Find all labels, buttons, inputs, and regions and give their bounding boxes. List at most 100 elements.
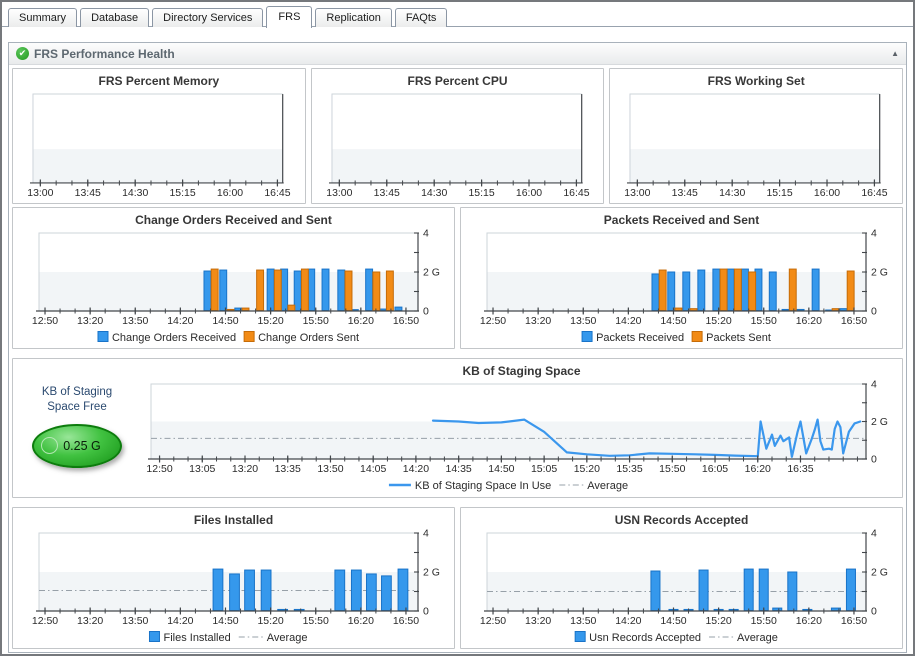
- svg-text:15:50: 15:50: [303, 315, 329, 327]
- frs-percent-memory-chart: 13:00 13:45 14:30 15:15 16:00 16:45: [27, 93, 291, 199]
- svg-text:2 G: 2 G: [871, 416, 888, 428]
- groupbox-title: FRS Performance Health: [34, 46, 175, 61]
- svg-text:13:50: 13:50: [122, 615, 148, 627]
- svg-text:4: 4: [423, 228, 429, 240]
- gauge-label-line1: KB of Staging: [41, 386, 113, 398]
- svg-text:13:00: 13:00: [326, 188, 352, 199]
- svg-text:16:35: 16:35: [787, 463, 813, 475]
- tab-frs[interactable]: FRS: [266, 6, 313, 28]
- svg-text:0: 0: [423, 306, 429, 318]
- svg-text:16:00: 16:00: [217, 188, 243, 199]
- svg-text:13:20: 13:20: [232, 463, 258, 475]
- svg-text:13:20: 13:20: [77, 315, 103, 327]
- svg-text:14:20: 14:20: [615, 315, 641, 327]
- chart-row-2: Change Orders Received and Sent 12:50 13:…: [12, 207, 903, 349]
- kb-staging-chart-column: KB of Staging Space 12:50 13:05 13:20 13:35…: [141, 359, 902, 497]
- gauge-value: 0.25 G: [63, 438, 101, 453]
- svg-text:14:30: 14:30: [421, 188, 447, 199]
- svg-text:13:20: 13:20: [525, 615, 551, 627]
- tab-summary[interactable]: Summary: [8, 8, 78, 27]
- svg-text:14:50: 14:50: [212, 615, 238, 627]
- svg-text:16:20: 16:20: [348, 315, 374, 327]
- svg-text:2 G: 2 G: [423, 267, 440, 279]
- svg-text:16:50: 16:50: [393, 315, 419, 327]
- chart-title: KB of Staging Space: [462, 364, 581, 378]
- svg-text:Change Orders Sent: Change Orders Sent: [258, 332, 359, 344]
- svg-text:Average: Average: [587, 480, 628, 492]
- chart-row-3: KB of Staging Space Free 0.25 G KB of St…: [12, 358, 903, 498]
- svg-text:12:50: 12:50: [480, 315, 506, 327]
- tab-bar: Summary Database Directory Services FRS …: [2, 2, 913, 28]
- svg-text:0: 0: [871, 606, 877, 618]
- chart-title: Files Installed: [193, 513, 274, 527]
- chart-title: FRS Working Set: [707, 74, 805, 88]
- svg-text:16:50: 16:50: [841, 615, 867, 627]
- frs-working-set-chart: 13:00 13:45 14:30 15:15 16:00 16:45: [625, 93, 888, 199]
- chart-panel-files-installed: Files Installed 12:50 13:20 13:50 14:20 14:5…: [12, 507, 455, 649]
- packets-chart: 12:50 13:20 13:50 14:20 14:50 15:20 15:50 16:20…: [480, 228, 888, 344]
- svg-text:14:20: 14:20: [615, 615, 641, 627]
- tab-database[interactable]: Database: [80, 8, 150, 27]
- health-status-icon: ✔: [16, 47, 29, 60]
- files-installed-chart: 12:50 13:20 13:50 14:20 14:50 15:20 15:50 16:20…: [32, 528, 440, 644]
- svg-text:Average: Average: [267, 632, 308, 644]
- svg-text:2 G: 2 G: [871, 267, 888, 279]
- svg-text:16:20: 16:20: [348, 615, 374, 627]
- kb-staging-space-chart: 12:50 13:05 13:20 13:35 13:50 14:05 14:20 14:35…: [146, 379, 888, 492]
- svg-text:13:20: 13:20: [525, 315, 551, 327]
- chart-panel-frs-percent-cpu: FRS Percent CPU 13:00 13:45 14:30 15:15 16:0…: [310, 68, 605, 204]
- svg-text:13:45: 13:45: [75, 188, 101, 199]
- collapse-arrow-icon[interactable]: ▲: [891, 49, 899, 58]
- svg-text:13:05: 13:05: [189, 463, 215, 475]
- svg-text:4: 4: [871, 379, 877, 391]
- gauge-ring-icon: [41, 436, 58, 454]
- svg-text:15:20: 15:20: [257, 615, 283, 627]
- svg-text:15:50: 15:50: [303, 615, 329, 627]
- frs-percent-cpu-chart: 13:00 13:45 14:30 15:15 16:00 16:45: [326, 93, 589, 199]
- svg-text:16:50: 16:50: [841, 315, 867, 327]
- svg-text:15:15: 15:15: [169, 188, 195, 199]
- tab-replication[interactable]: Replication: [315, 8, 392, 27]
- svg-text:0: 0: [871, 454, 877, 466]
- svg-text:4: 4: [423, 528, 429, 540]
- svg-text:4: 4: [871, 228, 877, 240]
- svg-text:13:50: 13:50: [317, 463, 343, 475]
- svg-text:12:50: 12:50: [32, 615, 58, 627]
- svg-text:14:50: 14:50: [660, 315, 686, 327]
- svg-text:16:45: 16:45: [264, 188, 290, 199]
- svg-text:0: 0: [871, 306, 877, 318]
- svg-text:14:05: 14:05: [360, 463, 386, 475]
- svg-text:Packets Sent: Packets Sent: [706, 332, 771, 344]
- svg-text:0: 0: [423, 606, 429, 618]
- svg-text:Average: Average: [737, 632, 778, 644]
- svg-text:13:45: 13:45: [672, 188, 698, 199]
- svg-text:15:50: 15:50: [659, 463, 685, 475]
- svg-text:2 G: 2 G: [423, 567, 440, 579]
- svg-text:14:20: 14:20: [167, 315, 193, 327]
- svg-text:14:50: 14:50: [660, 615, 686, 627]
- svg-text:Change Orders Received: Change Orders Received: [112, 332, 236, 344]
- svg-text:12:50: 12:50: [146, 463, 172, 475]
- svg-text:14:35: 14:35: [446, 463, 472, 475]
- svg-text:15:20: 15:20: [574, 463, 600, 475]
- change-orders-chart: 12:50 13:20 13:50 14:20 14:50 15:20 15:50 16:20…: [32, 228, 440, 344]
- chart-panel-kb-staging-space: KB of Staging Space Free 0.25 G KB of St…: [12, 358, 903, 498]
- svg-text:15:50: 15:50: [751, 315, 777, 327]
- frs-performance-health-groupbox: ✔ FRS Performance Health ▲ FRS Percent M…: [8, 42, 907, 653]
- svg-text:13:00: 13:00: [625, 188, 651, 199]
- svg-text:15:15: 15:15: [767, 188, 793, 199]
- usn-records-chart: 12:50 13:20 13:50 14:20 14:50 15:20 15:50 16:20…: [480, 528, 888, 644]
- svg-text:2 G: 2 G: [871, 567, 888, 579]
- tab-directory-services[interactable]: Directory Services: [152, 8, 264, 27]
- svg-text:16:50: 16:50: [393, 615, 419, 627]
- svg-text:14:50: 14:50: [488, 463, 514, 475]
- svg-text:12:50: 12:50: [32, 315, 58, 327]
- svg-text:13:50: 13:50: [122, 315, 148, 327]
- svg-text:16:05: 16:05: [702, 463, 728, 475]
- svg-text:16:45: 16:45: [862, 188, 888, 199]
- tab-faqts[interactable]: FAQts: [394, 8, 448, 27]
- svg-text:Packets Received: Packets Received: [596, 332, 684, 344]
- gauge-label: KB of Staging Space Free: [42, 385, 112, 415]
- svg-text:16:00: 16:00: [516, 188, 542, 199]
- svg-text:4: 4: [871, 528, 877, 540]
